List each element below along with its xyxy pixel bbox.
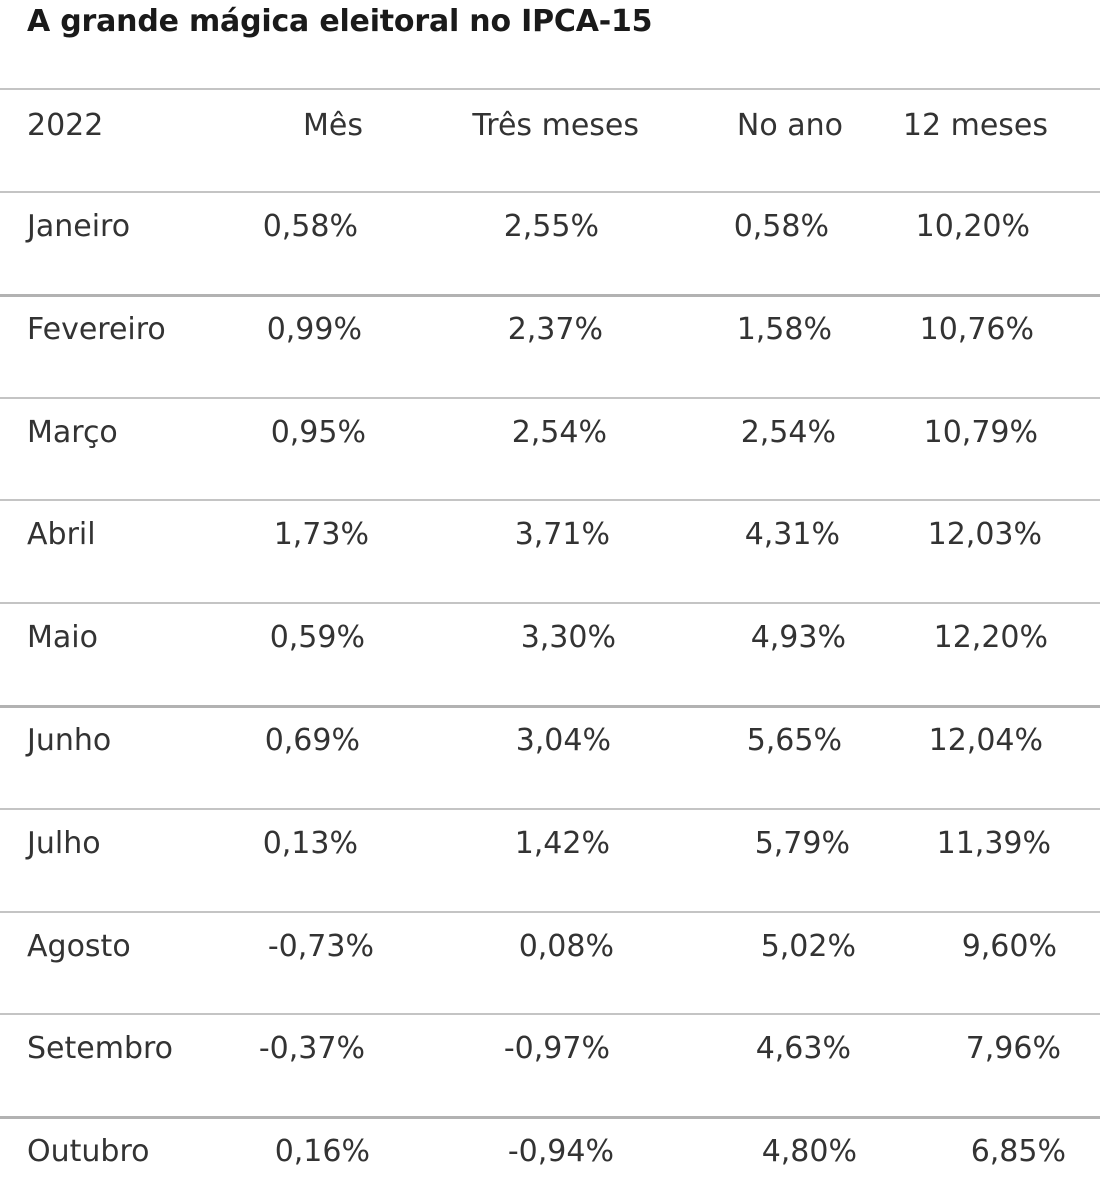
cell-twelve-months: 7,96% — [965, 1031, 1061, 1066]
row-label: Setembro — [27, 1031, 174, 1066]
cell-year-to-date: 5,65% — [746, 723, 842, 758]
cell-month: -0,73% — [267, 929, 374, 964]
header-year-to-date: No ano — [736, 108, 843, 143]
cell-year-to-date: 5,79% — [754, 826, 850, 861]
cell-twelve-months: 12,20% — [933, 620, 1048, 655]
cell-year-to-date: 4,93% — [750, 620, 846, 655]
row-label: Outubro — [27, 1134, 150, 1169]
header-three-months: Três meses — [472, 108, 639, 143]
row-label: Agosto — [27, 929, 131, 964]
cell-year-to-date: 0,58% — [733, 209, 829, 244]
cell-twelve-months: 10,76% — [919, 312, 1034, 347]
row-divider — [0, 1013, 1100, 1015]
cell-three-months: -0,97% — [503, 1031, 610, 1066]
row-label: Março — [27, 415, 118, 450]
header-month: Mês — [303, 108, 363, 143]
cell-month: 0,59% — [269, 620, 365, 655]
cell-three-months: 3,30% — [520, 620, 616, 655]
cell-year-to-date: 2,54% — [740, 415, 836, 450]
cell-month: 0,16% — [274, 1134, 370, 1169]
row-divider — [0, 911, 1100, 913]
cell-year-to-date: 4,63% — [755, 1031, 851, 1066]
cell-twelve-months: 6,85% — [970, 1134, 1066, 1169]
cell-twelve-months: 10,20% — [915, 209, 1030, 244]
cell-twelve-months: 10,79% — [923, 415, 1038, 450]
row-label: Janeiro — [27, 209, 131, 244]
row-label: Maio — [27, 620, 98, 655]
cell-three-months: 0,08% — [518, 929, 614, 964]
row-label: Fevereiro — [27, 312, 166, 347]
row-divider — [0, 294, 1100, 297]
cell-month: 0,13% — [262, 826, 358, 861]
cell-month: 0,69% — [264, 723, 360, 758]
row-label: Abril — [27, 517, 96, 552]
cell-three-months: 2,37% — [507, 312, 603, 347]
header-year: 2022 — [27, 108, 104, 143]
table-title: A grande mágica eleitoral no IPCA-15 — [27, 4, 653, 39]
row-divider — [0, 191, 1100, 193]
row-label: Junho — [27, 723, 112, 758]
cell-three-months: -0,94% — [507, 1134, 614, 1169]
cell-month: -0,37% — [258, 1031, 365, 1066]
cell-month: 1,73% — [273, 517, 369, 552]
cell-month: 0,58% — [262, 209, 358, 244]
cell-three-months: 2,54% — [511, 415, 607, 450]
row-divider — [0, 397, 1100, 399]
cell-year-to-date: 1,58% — [736, 312, 832, 347]
cell-year-to-date: 5,02% — [760, 929, 856, 964]
cell-year-to-date: 4,31% — [744, 517, 840, 552]
cell-twelve-months: 12,03% — [927, 517, 1042, 552]
row-divider — [0, 499, 1100, 501]
cell-three-months: 3,71% — [514, 517, 610, 552]
cell-three-months: 2,55% — [503, 209, 599, 244]
row-divider — [0, 602, 1100, 604]
row-label: Julho — [27, 826, 101, 861]
cell-month: 0,99% — [266, 312, 362, 347]
cell-month: 0,95% — [270, 415, 366, 450]
cell-twelve-months: 12,04% — [928, 723, 1043, 758]
row-divider — [0, 1116, 1100, 1119]
cell-three-months: 1,42% — [514, 826, 610, 861]
cell-twelve-months: 9,60% — [961, 929, 1057, 964]
header-twelve-months: 12 meses — [902, 108, 1048, 143]
row-divider — [0, 808, 1100, 810]
cell-twelve-months: 11,39% — [936, 826, 1051, 861]
cell-three-months: 3,04% — [515, 723, 611, 758]
cell-year-to-date: 4,80% — [761, 1134, 857, 1169]
rule-top — [0, 88, 1100, 90]
row-divider — [0, 705, 1100, 708]
